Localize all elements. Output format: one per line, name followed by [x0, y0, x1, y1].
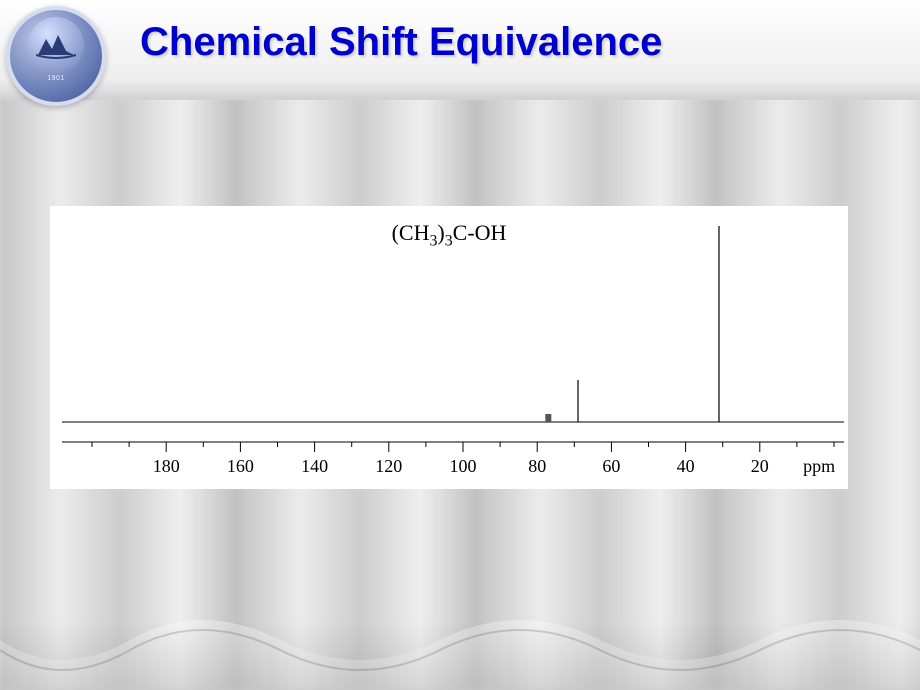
- axis-tick-label: 180: [153, 456, 180, 476]
- axis-tick-label: 80: [528, 456, 546, 476]
- curtain-shadow: [0, 620, 920, 690]
- axis-tick-label: 160: [227, 456, 254, 476]
- logo-year: 1901: [47, 75, 65, 82]
- axis-tick-label: 40: [677, 456, 695, 476]
- logo-mountains-icon: [36, 31, 76, 59]
- nmr-spectrum-panel: (CH3)3C-OH 18016014012010080604020ppm: [50, 206, 848, 489]
- axis-unit-label: ppm: [803, 456, 835, 476]
- nmr-spectrum-plot: 180 160 140 120 100 80 60 40 20 ppm: [50, 206, 848, 489]
- slide-title: Chemical Shift Equivalence: [140, 20, 662, 65]
- axis-tick-label: 120: [375, 456, 402, 476]
- axis-tick-label: 60: [602, 456, 620, 476]
- axis-tick-label: 140: [301, 456, 328, 476]
- axis-tick-label: 20: [751, 456, 769, 476]
- axis-tick-label: 100: [450, 456, 477, 476]
- university-logo: 1901: [6, 6, 106, 106]
